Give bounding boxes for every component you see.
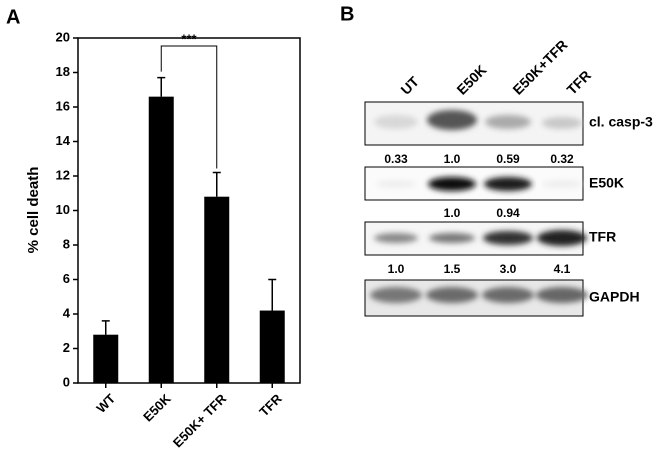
- quantification: 0.59: [496, 152, 520, 166]
- bar: [148, 96, 174, 384]
- quantification: 0.32: [550, 152, 574, 166]
- y-axis-label: % cell death: [25, 167, 42, 254]
- quantification: 1.0: [444, 206, 461, 220]
- quantification: 0.33: [384, 152, 408, 166]
- error-bar: [157, 76, 166, 97]
- y-tick-label: 18: [56, 64, 70, 79]
- significance-label: ***: [181, 31, 197, 46]
- quantification: 4.1: [554, 262, 571, 276]
- bands: [376, 177, 582, 191]
- blot: [364, 101, 588, 317]
- panel-label: B: [340, 3, 354, 25]
- y-tick-label: 6: [63, 271, 70, 286]
- quantification: 1.0: [444, 152, 461, 166]
- bands: [374, 230, 587, 246]
- y-tick-label: 8: [63, 236, 70, 251]
- significance-bracket: [160, 45, 218, 169]
- row-label: cl. casp-3: [589, 114, 653, 130]
- y-tick-label: 10: [56, 202, 70, 217]
- bar: [259, 310, 285, 383]
- y-tick-label: 16: [56, 98, 70, 113]
- error-bar: [268, 278, 277, 311]
- quantification: 1.0: [388, 262, 405, 276]
- bar: [93, 334, 119, 383]
- y-tick-label: 4: [63, 305, 71, 320]
- bar: [204, 196, 230, 383]
- quantification: 1.5: [444, 262, 461, 276]
- bands: [370, 287, 588, 303]
- quantification: 0.94: [496, 206, 520, 220]
- y-tick-label: 12: [56, 167, 70, 182]
- error-bar: [212, 171, 221, 197]
- row-label: GAPDH: [589, 289, 640, 305]
- row-label: TFR: [589, 229, 616, 245]
- y-tick-label: 2: [63, 340, 70, 355]
- quantification: 3.0: [500, 262, 517, 276]
- bands: [374, 110, 582, 130]
- error-bar: [101, 320, 110, 335]
- row-label: E50K: [589, 175, 624, 191]
- y-tick-label: 20: [56, 29, 70, 44]
- y-tick-label: 14: [56, 133, 71, 148]
- y-tick-label: 0: [63, 374, 70, 389]
- panel-label: A: [6, 6, 20, 28]
